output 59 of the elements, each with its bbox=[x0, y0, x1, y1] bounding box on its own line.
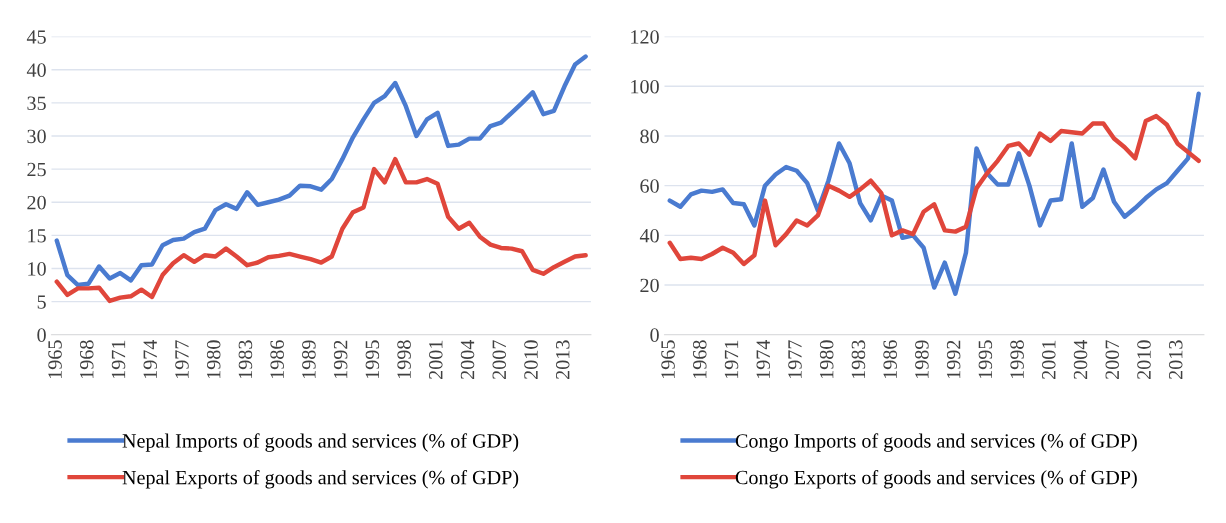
legend-label: Congo Exports of goods and services (% of GDP) bbox=[735, 469, 1137, 489]
y-tick-label: 0 bbox=[37, 328, 46, 342]
y-tick-label: 25 bbox=[27, 162, 46, 177]
x-tick-label: 1995 bbox=[978, 340, 993, 379]
line-series bbox=[54, 156, 588, 304]
y-tick-label: 20 bbox=[640, 278, 659, 293]
x-tick-label: 2013 bbox=[1168, 340, 1183, 379]
x-tick-label: 2001 bbox=[429, 340, 443, 379]
x-tick-label: 1986 bbox=[270, 340, 284, 379]
x-tick-label: 1992 bbox=[946, 340, 961, 379]
y-tick-label: 80 bbox=[640, 129, 659, 144]
legend-label: Nepal Imports of goods and services (% of GDP) bbox=[122, 433, 519, 452]
line-series bbox=[54, 54, 588, 288]
x-tick-label: 2013 bbox=[555, 340, 570, 379]
y-tick-label: 120 bbox=[631, 30, 659, 44]
x-tick-label: 2001 bbox=[1042, 340, 1056, 379]
line-series bbox=[667, 91, 1201, 296]
y-tick-label: 35 bbox=[27, 96, 46, 111]
y-tick-label: 60 bbox=[640, 179, 659, 193]
x-tick-label: 2007 bbox=[1105, 340, 1120, 379]
x-tick-label: 1971 bbox=[724, 340, 739, 379]
x-tick-label: 1980 bbox=[819, 340, 834, 379]
x-tick-label: 2010 bbox=[1137, 340, 1151, 379]
x-tick-label: 1968 bbox=[79, 340, 94, 379]
x-tick-label: 2007 bbox=[492, 340, 507, 379]
x-tick-label: 1989 bbox=[915, 340, 929, 379]
x-tick-label: 1983 bbox=[851, 340, 866, 379]
line-series bbox=[667, 113, 1201, 267]
y-tick-label: 100 bbox=[631, 79, 659, 94]
x-tick-label: 1995 bbox=[365, 340, 380, 379]
x-tick-label: 1998 bbox=[1010, 340, 1024, 379]
x-tick-label: 1974 bbox=[756, 339, 771, 379]
y-tick-label: 30 bbox=[27, 129, 46, 144]
x-tick-label: 1965 bbox=[48, 340, 62, 379]
y-tick-label: 20 bbox=[27, 195, 46, 210]
x-tick-label: 2004 bbox=[460, 339, 475, 379]
x-tick-label: 1998 bbox=[397, 340, 411, 379]
x-tick-label: 1971 bbox=[111, 340, 126, 379]
y-tick-label: 0 bbox=[650, 328, 659, 342]
y-tick-label: 10 bbox=[28, 262, 46, 276]
x-tick-label: 1974 bbox=[143, 339, 158, 379]
x-tick-label: 1989 bbox=[302, 340, 316, 379]
x-tick-label: 1980 bbox=[206, 340, 221, 379]
x-tick-label: 1977 bbox=[175, 340, 189, 379]
x-tick-label: 1986 bbox=[883, 340, 897, 379]
x-tick-label: 1992 bbox=[333, 340, 348, 379]
y-tick-label: 45 bbox=[26, 30, 46, 44]
x-tick-label: 1983 bbox=[238, 340, 253, 379]
x-tick-label: 2004 bbox=[1073, 339, 1088, 379]
y-tick-label: 40 bbox=[639, 228, 659, 243]
y-tick-label: 40 bbox=[26, 63, 46, 77]
x-tick-label: 1977 bbox=[788, 340, 802, 379]
x-tick-label: 1968 bbox=[692, 340, 707, 379]
legend-label: Nepal Exports of goods and services (% of GDP) bbox=[122, 469, 519, 489]
x-tick-label: 1965 bbox=[661, 340, 675, 379]
legend-label: Congo Imports of goods and services (% of GDP) bbox=[735, 433, 1137, 452]
y-tick-label: 5 bbox=[37, 295, 46, 309]
x-tick-label: 2010 bbox=[524, 340, 538, 379]
y-tick-label: 15 bbox=[28, 229, 46, 243]
